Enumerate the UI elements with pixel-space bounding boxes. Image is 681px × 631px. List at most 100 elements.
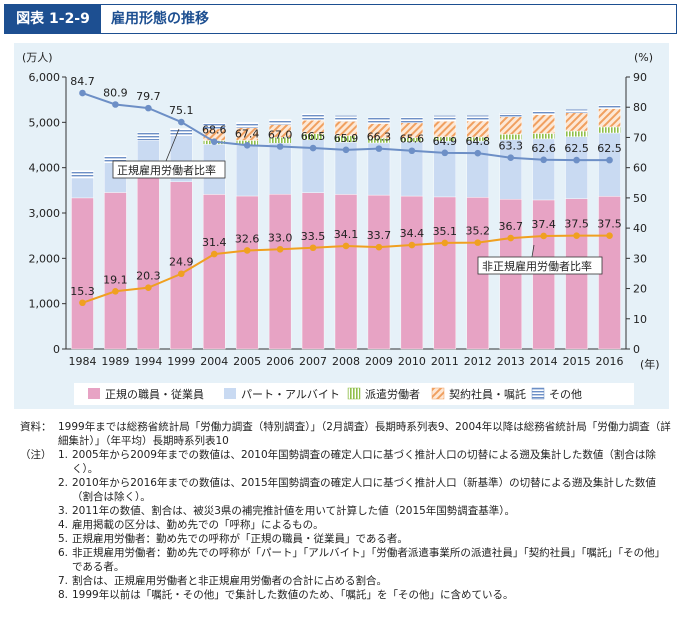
nonregular-ratio-label: 15.3	[70, 285, 95, 298]
legend-label: 派遣労働者	[365, 387, 420, 401]
legend-swatch	[431, 387, 445, 400]
x-tick-label: 2009	[365, 355, 393, 368]
bar-segment	[598, 126, 621, 134]
nonregular-ratio-label: 20.3	[136, 270, 161, 283]
nonregular-ratio-label: 34.1	[334, 228, 359, 241]
figure-title: 雇用形態の推移	[111, 11, 209, 27]
y-left-tick-label: 6,000	[29, 71, 61, 84]
y-left-tick-label: 1,000	[29, 298, 61, 311]
note-label: （注）	[20, 449, 52, 461]
note-text: 非正規雇用労働者：勤め先での呼称が「パート」「アルバイト」「労働者派遣事業所の派…	[72, 547, 666, 573]
note-text: 2010年から2016年までの数値は、2015年国勢調査の確定人口に基づく推計人…	[72, 477, 656, 503]
regular-ratio-label: 62.6	[531, 142, 556, 155]
bar-segment	[466, 140, 489, 198]
bar-segment	[367, 117, 391, 124]
bar-segment	[532, 133, 555, 140]
bar-segment	[268, 119, 292, 125]
x-tick-label: 2016	[596, 355, 624, 368]
bar-segment	[400, 117, 424, 123]
bar-segment	[598, 108, 621, 128]
regular-ratio-point	[474, 149, 482, 157]
bar-segment	[499, 112, 522, 117]
callout-nonregular: 非正規雇用労働者比率	[477, 244, 603, 275]
nonregular-ratio-label: 24.9	[169, 256, 194, 269]
nonregular-ratio-label: 31.4	[202, 236, 227, 249]
x-tick-label: 2015	[563, 355, 591, 368]
regular-ratio-label: 64.9	[433, 135, 458, 148]
regular-ratio-label: 62.5	[564, 142, 589, 155]
bar-segment	[367, 194, 391, 350]
x-tick-label: 2011	[431, 355, 459, 368]
y-right-tick-label: 90	[633, 71, 647, 84]
note-number: 5.	[58, 533, 69, 545]
bar-segment	[203, 123, 226, 130]
bar-segment	[268, 142, 292, 195]
bar-segment	[433, 196, 457, 350]
nonregular-ratio-label: 33.5	[301, 230, 326, 243]
bar-segment	[433, 115, 457, 122]
legend-swatch	[88, 388, 100, 399]
note-number: 4.	[58, 519, 69, 531]
regular-ratio-label: 84.7	[70, 75, 95, 88]
nonregular-ratio-label: 19.1	[103, 273, 128, 286]
nonregular-ratio-point	[573, 232, 580, 239]
note-number: 2.	[58, 477, 69, 489]
regular-ratio-label: 65.6	[400, 133, 425, 146]
nonregular-ratio-point	[441, 239, 449, 247]
bar-segment	[565, 112, 588, 132]
nonregular-ratio-point	[606, 232, 613, 239]
y-left-unit: (万人)	[22, 51, 53, 64]
y-left-tick-label: 3,000	[29, 207, 61, 220]
regular-ratio-label: 75.1	[169, 104, 194, 117]
x-tick-label: 2014	[530, 355, 558, 368]
note-text: 割合は、正規雇用労働者と非正規雇用労働者の合計に占める割合。	[72, 575, 387, 587]
bar-segment	[137, 132, 160, 141]
note-text: 正規雇用労働者：勤め先での呼称が「正規の職員・従業員」である者。	[72, 533, 408, 545]
nonregular-ratio-label: 33.0	[268, 231, 293, 244]
regular-ratio-label: 63.3	[498, 140, 523, 153]
bar-segment	[400, 195, 424, 350]
note-row: （注） 1. 2005年から2009年までの数値は、2010年国勢調査の確定人口に…	[20, 448, 675, 602]
regular-ratio-point	[79, 89, 86, 97]
regular-ratio-label: 62.5	[597, 142, 622, 155]
regular-ratio-point	[309, 144, 317, 152]
legend-swatch	[531, 387, 545, 400]
nonregular-ratio-label: 32.6	[235, 232, 260, 245]
note-item: 3. 2011年の数値、割合は、被災3県の補完推計値を用いて計算した値（2015年…	[58, 504, 675, 518]
bar-segment	[235, 122, 259, 128]
note-item: 1. 2005年から2009年までの数値は、2010年国勢調査の確定人口に基づく推…	[58, 448, 675, 476]
nonregular-ratio-point	[79, 299, 86, 307]
legend-label: 正規の職員・従業員	[105, 387, 204, 401]
bar-segment	[466, 115, 489, 122]
note-text: 1999年以前は「嘱託・その他」で集計した数値のため、「嘱託」を「その他」に含め…	[72, 589, 514, 601]
regular-ratio-point	[507, 154, 515, 161]
y-left-tick-label: 2,000	[29, 252, 61, 265]
legend-label: その他	[549, 388, 582, 401]
note-item: 4. 雇用掲載の区分は、勤め先での「呼称」によるもの。	[58, 518, 675, 532]
bar-segment	[565, 108, 588, 113]
regular-ratio-point	[243, 142, 251, 149]
note-number: 8.	[58, 589, 69, 601]
regular-ratio-point	[441, 149, 449, 157]
bar-segment	[334, 194, 358, 350]
x-tick-label: 2012	[464, 355, 492, 368]
bar-segment	[235, 195, 259, 350]
x-unit: (年)	[640, 357, 660, 371]
bar-segment	[565, 130, 588, 137]
y-right-tick-label: 30	[633, 252, 647, 265]
nonregular-ratio-point	[474, 239, 482, 246]
note-text: 雇用掲載の区分は、勤め先での「呼称」によるもの。	[72, 519, 324, 531]
nonregular-ratio-point	[276, 245, 284, 253]
bar-segment	[71, 177, 94, 199]
regular-ratio-point	[606, 156, 613, 164]
y-right-tick-label: 60	[633, 162, 647, 175]
notes: 資料： 1999年までは総務省統計局「労働力調査（特別調査）」（2月調査）長期時…	[20, 420, 675, 602]
regular-ratio-point	[342, 146, 350, 154]
regular-ratio-label: 67.4	[235, 127, 260, 140]
nonregular-ratio-label: 33.7	[367, 229, 392, 242]
bar-segment	[170, 128, 193, 136]
x-tick-label: 2007	[299, 355, 327, 368]
y-left-tick-label: 5,000	[29, 116, 61, 129]
regular-ratio-point	[573, 156, 580, 164]
bar-segment	[71, 197, 94, 350]
